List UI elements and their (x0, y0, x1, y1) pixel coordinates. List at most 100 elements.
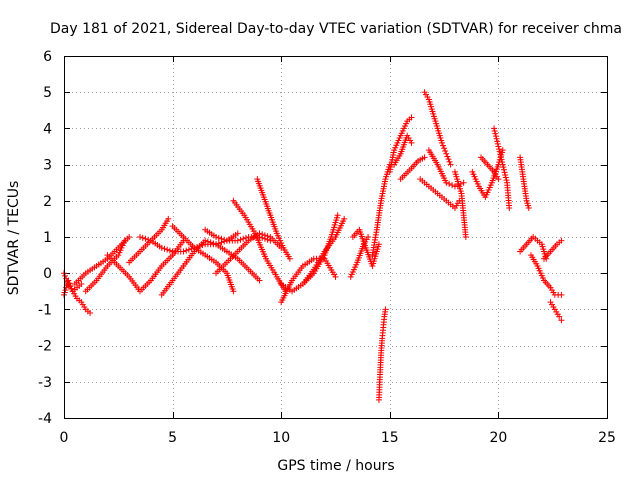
data-point (496, 148, 503, 155)
data-point (492, 133, 499, 140)
data-point (502, 174, 509, 181)
y-tick-label: 0 (43, 266, 52, 282)
data-series (451, 168, 469, 240)
data-point (341, 215, 348, 222)
data-point (180, 248, 187, 255)
data-point (499, 161, 506, 168)
data-point (498, 156, 505, 163)
data-point (375, 241, 382, 248)
data-point (164, 246, 171, 253)
data-point (445, 156, 452, 163)
data-series (547, 299, 565, 324)
data-point (440, 142, 447, 149)
data-point (242, 234, 249, 241)
data-series (278, 255, 339, 306)
data-point (494, 140, 501, 147)
data-point (234, 230, 241, 237)
data-point (408, 139, 415, 146)
data-point (87, 310, 94, 317)
data-series (347, 234, 372, 280)
data-point (142, 235, 149, 242)
grid (64, 56, 607, 418)
data-point (62, 272, 69, 279)
data-point (441, 145, 448, 152)
y-tick-label: 3 (43, 158, 52, 174)
data-series (421, 89, 454, 168)
data-point (494, 138, 501, 145)
data-point (525, 205, 532, 212)
data-point (443, 150, 450, 157)
data-point (556, 313, 563, 320)
y-tick-label: -1 (38, 302, 52, 318)
data-point (442, 148, 449, 155)
data-series (517, 154, 532, 212)
data-point (202, 237, 209, 244)
data-point (506, 205, 513, 212)
data-point (207, 239, 214, 246)
data-point (210, 240, 217, 247)
data-point (286, 255, 293, 262)
data-point (234, 237, 241, 244)
data-point (500, 166, 507, 173)
data-point (213, 234, 220, 240)
data-point (497, 153, 504, 160)
data-series (254, 176, 293, 262)
y-tick-label: 6 (43, 49, 52, 65)
data-point (230, 288, 237, 295)
data-point (501, 169, 508, 176)
y-tick-label: 4 (43, 121, 52, 137)
data-point (497, 151, 504, 158)
data-point (139, 234, 146, 241)
data-point (199, 242, 206, 249)
data-point (558, 317, 565, 324)
data-series (541, 237, 565, 262)
data-point (438, 139, 445, 146)
data-point (264, 233, 271, 240)
y-axis-label: SDTVAR / TECUs (6, 181, 22, 296)
data-series (391, 132, 415, 168)
data-series (299, 215, 348, 288)
data-series (169, 223, 237, 295)
data-point (237, 236, 244, 243)
data-point (499, 147, 506, 154)
data-series (386, 114, 415, 175)
data-point (145, 236, 152, 243)
data-point (499, 159, 506, 166)
data-series (126, 215, 172, 266)
data-point (215, 234, 222, 241)
data-point (462, 234, 469, 240)
data-series (491, 125, 513, 212)
data-point (558, 291, 565, 298)
data-point (188, 245, 195, 252)
data-point (500, 164, 507, 171)
plot-frame (64, 56, 608, 419)
data-point (256, 277, 263, 284)
data-point (447, 161, 454, 168)
data-point (161, 245, 168, 252)
data-point (64, 278, 71, 285)
data-series (417, 176, 463, 212)
data-point (204, 238, 211, 245)
data-point (137, 234, 144, 240)
data-point (78, 281, 85, 288)
y-tick-label: -2 (38, 339, 52, 355)
y-tick-label: -4 (38, 411, 52, 427)
data-series (375, 306, 389, 403)
data-point (503, 177, 510, 184)
data-point (332, 273, 339, 280)
data-point (446, 180, 453, 187)
data-point (496, 146, 503, 153)
data-series (104, 237, 187, 295)
data-point (240, 235, 247, 242)
data-point (421, 154, 428, 161)
data-point (261, 232, 268, 239)
data-point (365, 234, 372, 240)
data-point (493, 135, 500, 142)
data-point (165, 215, 172, 222)
x-tick-label: 5 (168, 430, 177, 446)
data-point (259, 231, 266, 238)
data-point (121, 237, 128, 244)
data-point (158, 244, 165, 251)
